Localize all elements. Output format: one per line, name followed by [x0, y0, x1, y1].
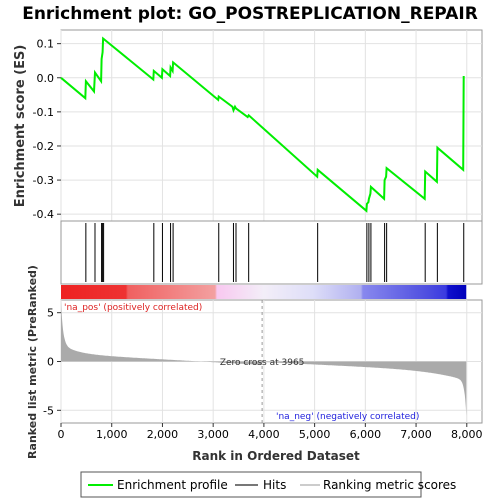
x-tick-label: 4,000	[248, 428, 280, 441]
x-tick-label: 2,000	[147, 428, 179, 441]
x-tick-label: 8,000	[451, 428, 483, 441]
x-tick-label: 7,000	[400, 428, 432, 441]
ranking-color-bar	[61, 285, 467, 299]
x-axis: 0 1,000 2,000 3,000 4,000 5,000 6,000 7,000 8,00…	[58, 423, 483, 441]
hits-panel	[60, 220, 483, 285]
es-y-axis: 0.1 0.0 -0.1 -0.2 -0.3 -0.4	[33, 38, 61, 221]
es-y-axis-label: Enrichment score (ES)	[13, 45, 28, 208]
zero-cross-label: Zero cross at 3965	[220, 358, 305, 368]
x-tick-label: 6,000	[350, 428, 382, 441]
es-tick-label: 0.0	[37, 72, 55, 85]
es-panel-frame	[60, 29, 483, 222]
es-tick-label: -0.1	[33, 106, 54, 119]
legend-profile-label: Enrichment profile	[117, 478, 228, 492]
rank-metric-panel: Zero cross at 3965 'na_pos' (positively …	[26, 265, 483, 459]
legend-metric-label: Ranking metric scores	[323, 478, 456, 492]
x-tick-label: 5,000	[299, 428, 331, 441]
legend-hits-label: Hits	[263, 478, 286, 492]
pos-label: 'na_pos' (positively correlated)	[64, 303, 202, 313]
rank-tick-label: 0	[47, 356, 54, 369]
chart-title: Enrichment plot: GO_POSTREPLICATION_REPA…	[22, 4, 478, 24]
hit-lines	[85, 223, 465, 282]
hits-panel-frame	[60, 220, 483, 285]
x-tick-label: 0	[58, 428, 65, 441]
es-tick-label: 0.1	[37, 38, 55, 51]
enrichment-profile-line	[60, 36, 465, 213]
x-tick-label: 1,000	[96, 428, 128, 441]
es-grid	[60, 30, 482, 221]
x-tick-label: 3,000	[197, 428, 229, 441]
es-tick-label: -0.3	[33, 174, 54, 187]
rank-tick-label: 5	[47, 307, 54, 320]
es-panel: 0.1 0.0 -0.1 -0.2 -0.3 -0.4 Enrichment score …	[13, 29, 483, 222]
legend: Enrichment profile Hits Ranking metric s…	[80, 471, 456, 498]
rank-tick-label: -5	[43, 404, 54, 417]
rank-y-axis-label: Ranked list metric (PreRanked)	[26, 265, 39, 459]
x-axis-label: Rank in Ordered Dataset	[192, 449, 360, 463]
rank-y-axis: 5 0 -5	[43, 307, 61, 417]
neg-label: 'na_neg' (negatively correlated)	[276, 412, 419, 422]
es-tick-label: -0.4	[33, 208, 54, 221]
ranking-metric-area	[61, 301, 467, 416]
es-tick-label: -0.2	[33, 140, 54, 153]
color-bar-gradient	[61, 285, 467, 299]
